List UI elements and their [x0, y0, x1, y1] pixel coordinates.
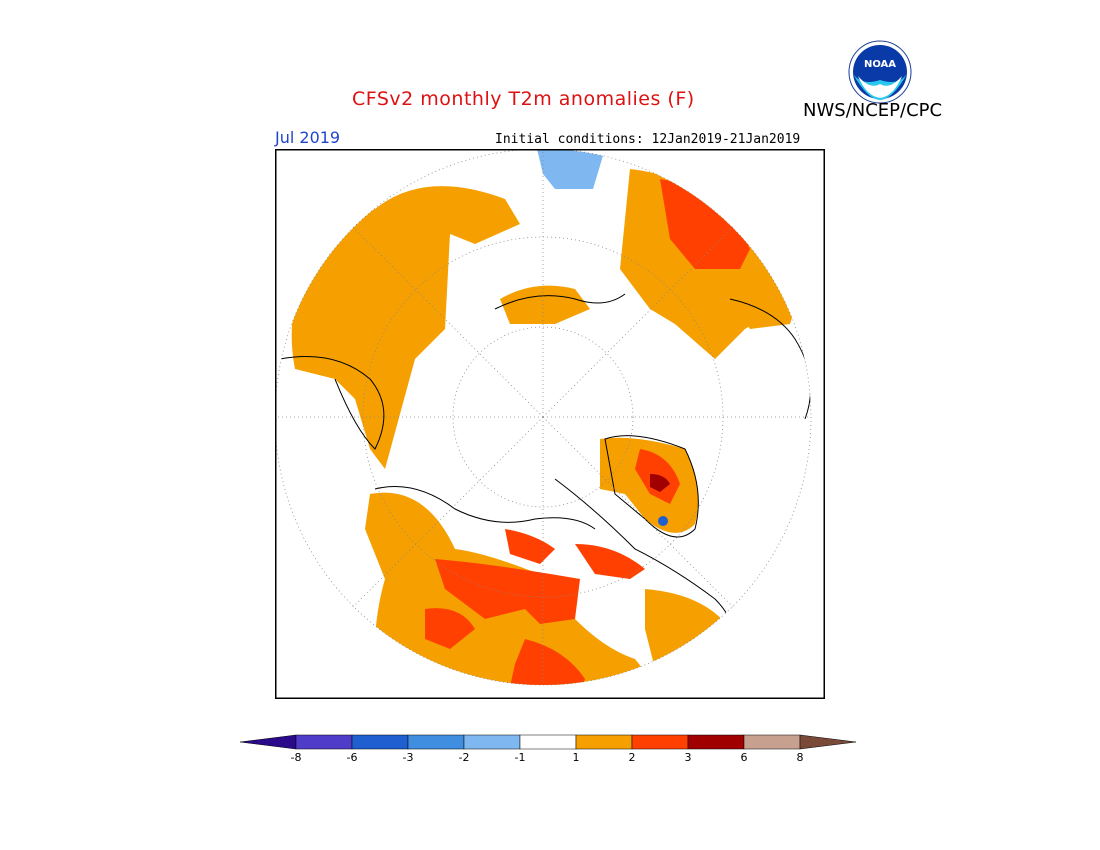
anomaly-region-arctic-coast [500, 285, 590, 324]
colorbar-tick-label: 1 [573, 751, 580, 764]
colorbar-tick-label: -1 [515, 751, 526, 764]
colorbar-tick-label: -3 [403, 751, 414, 764]
chart-title: CFSv2 monthly T2m anomalies (F) [352, 88, 695, 110]
colorbar-segment [407, 734, 465, 750]
map-frame [275, 149, 825, 699]
month-label: Jul 2019 [275, 128, 341, 147]
anomaly-spot-cold [658, 516, 668, 526]
color-legend: -8 -6 -3 -2 -1 1 2 3 6 8 [239, 734, 857, 764]
anomaly-region-greenland-hot [650, 474, 670, 492]
colorbar-segment [687, 734, 745, 750]
colorbar-tick-label: -6 [347, 751, 358, 764]
colorbar-arrow-right [799, 734, 857, 750]
colorbar-segment [519, 734, 577, 750]
anomaly-region-us-warm [505, 639, 585, 685]
anomaly-region-arctic-islands [505, 529, 555, 564]
colorbar-segment [743, 734, 801, 750]
colorbar-segment [295, 734, 353, 750]
colorbar-segment [463, 734, 521, 750]
anomaly-region-west-siberia [291, 186, 520, 469]
anomaly-region-cool [537, 149, 605, 189]
colorbar-segment [351, 734, 409, 750]
anomaly-region-us-west-warm [425, 608, 475, 649]
graticule [275, 149, 811, 685]
agency-label: NWS/NCEP/CPC [803, 100, 943, 121]
colorbar-tick-label: 8 [797, 751, 804, 764]
colorbar-tick-label: 3 [685, 751, 692, 764]
colorbar-tick-label: -8 [291, 751, 302, 764]
noaa-logo-icon: NOAA [848, 40, 912, 104]
anomaly-region-hudson [575, 544, 645, 579]
anomaly-region-canada-warm [435, 559, 580, 624]
map-boundary-circle [275, 149, 812, 686]
colorbar-tick-label: -2 [459, 751, 470, 764]
colorbar-segment [575, 734, 633, 750]
initial-conditions-label: Initial conditions: 12Jan2019-21Jan2019 [495, 132, 801, 147]
colorbar-arrow-left [239, 734, 297, 750]
logo-text: NOAA [864, 59, 896, 70]
colorbar-tick-label: 6 [741, 751, 748, 764]
polar-map [275, 149, 825, 699]
colorbar-tick-label: 2 [629, 751, 636, 764]
anomaly-region-far-east-warm [660, 179, 750, 269]
colorbar-segment [631, 734, 689, 750]
